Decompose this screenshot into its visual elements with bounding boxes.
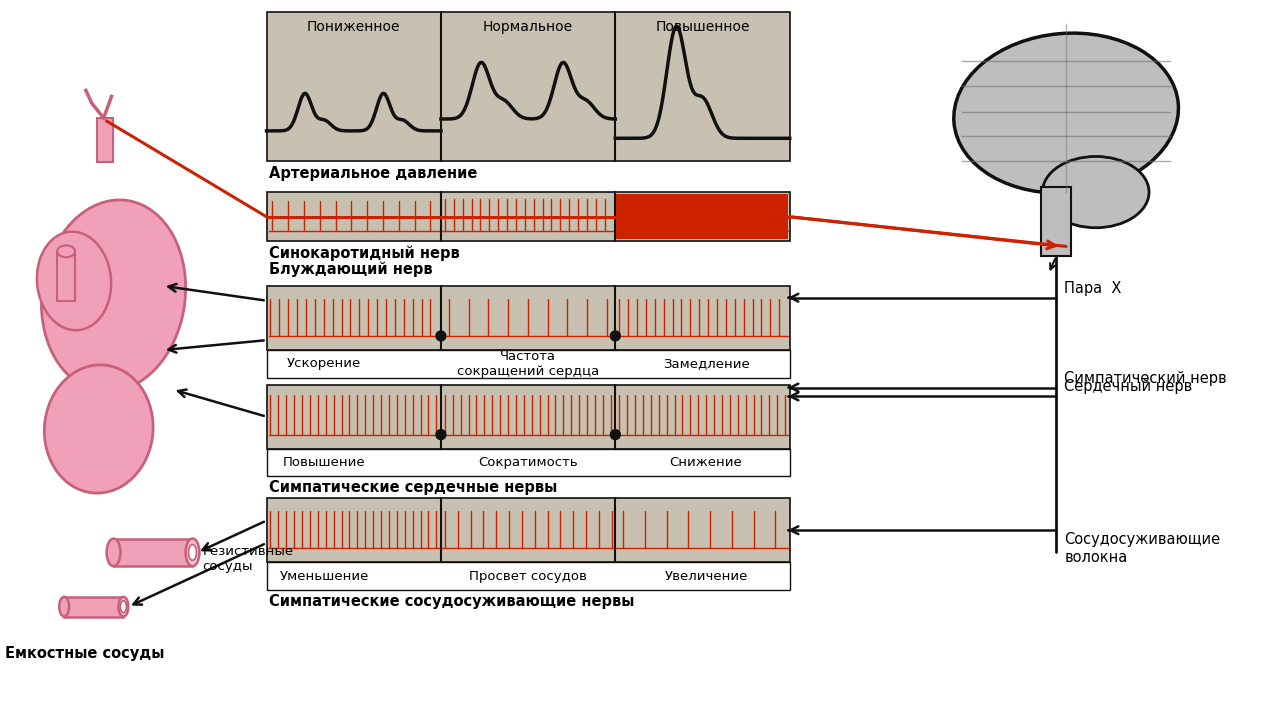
Text: Пониженное: Пониженное: [307, 20, 401, 35]
Text: Повышение: Повышение: [283, 456, 365, 469]
Bar: [267, 13, 441, 160]
Bar: [64, 597, 124, 616]
Bar: [267, 562, 790, 590]
Text: Сосудосуживающие
волокна: Сосудосуживающие волокна: [1064, 532, 1220, 565]
Bar: [114, 539, 192, 566]
Ellipse shape: [1043, 157, 1149, 228]
Ellipse shape: [59, 597, 70, 616]
Ellipse shape: [119, 597, 129, 616]
Text: Блуждающий нерв: Блуждающий нерв: [269, 261, 434, 277]
Bar: [267, 498, 790, 562]
Circle shape: [611, 430, 621, 440]
Bar: [57, 251, 75, 301]
Ellipse shape: [42, 200, 186, 392]
Text: Замедление: Замедление: [662, 357, 750, 371]
Bar: [617, 194, 787, 239]
Ellipse shape: [44, 365, 153, 493]
Bar: [267, 449, 790, 477]
Ellipse shape: [120, 601, 126, 613]
Ellipse shape: [186, 539, 200, 566]
Text: Резистивные
сосуды: Резистивные сосуды: [202, 546, 293, 573]
Bar: [267, 286, 790, 350]
Text: Емкостные сосуды: Емкостные сосуды: [5, 646, 164, 662]
Circle shape: [436, 331, 446, 341]
Bar: [267, 350, 790, 378]
Text: Уменьшение: Уменьшение: [279, 570, 369, 582]
Text: Пара  X: Пара X: [1064, 281, 1121, 296]
Text: Синокаротидный нерв: Синокаротидный нерв: [269, 246, 460, 261]
Ellipse shape: [106, 539, 120, 566]
Text: Снижение: Снижение: [670, 456, 742, 469]
Text: Симпатический нерв: Симпатический нерв: [1064, 371, 1227, 385]
Text: Сердечный нерв: Сердечный нерв: [1064, 379, 1192, 395]
Text: Артериальное давление: Артериальное давление: [269, 167, 478, 181]
Ellipse shape: [188, 544, 196, 561]
Text: Сократимость: Сократимость: [478, 456, 578, 469]
Ellipse shape: [954, 33, 1178, 193]
Text: Увеличение: Увеличение: [665, 570, 748, 582]
Bar: [267, 385, 790, 449]
Text: Симпатические сосудосуживающие нервы: Симпатические сосудосуживающие нервы: [269, 594, 635, 609]
Bar: [616, 13, 790, 160]
Bar: [1042, 187, 1071, 256]
Text: Повышенное: Повышенное: [655, 20, 750, 35]
Bar: [267, 192, 790, 241]
Text: Частота
сокращений сердца: Частота сокращений сердца: [458, 350, 599, 378]
Text: Ускорение: Ускорение: [287, 357, 362, 371]
Ellipse shape: [57, 246, 75, 257]
Text: Симпатические сердечные нервы: Симпатические сердечные нервы: [269, 480, 557, 496]
Bar: [97, 118, 112, 162]
Circle shape: [436, 430, 446, 440]
Bar: [441, 13, 616, 160]
Circle shape: [611, 331, 621, 341]
Text: Нормальное: Нормальное: [483, 20, 573, 35]
Text: Просвет сосудов: Просвет сосудов: [469, 570, 586, 582]
Ellipse shape: [37, 232, 111, 330]
